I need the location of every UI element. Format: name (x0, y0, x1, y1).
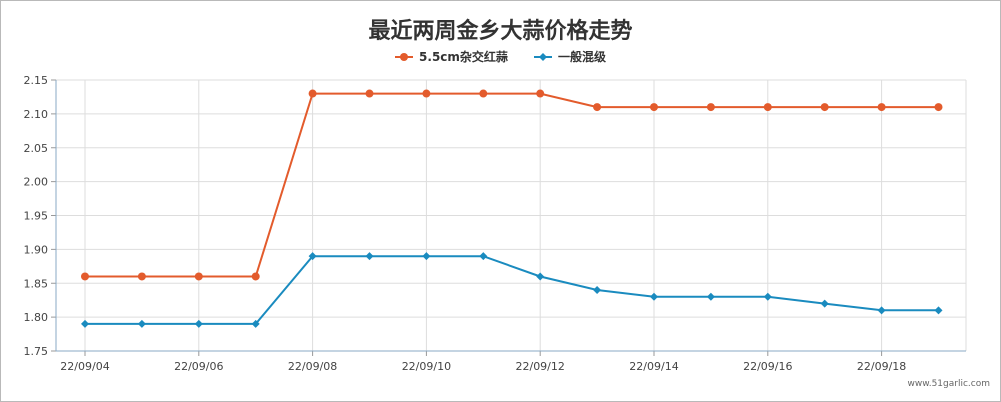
data-point-series-2 (650, 292, 658, 301)
y-tick-label: 2.15 (24, 74, 49, 87)
legend-marker-series-1 (395, 52, 414, 61)
data-point-series-2 (365, 252, 374, 261)
data-point-series-2 (820, 299, 829, 308)
y-tick-label: 2.10 (24, 108, 49, 121)
x-tick-label: 22/09/06 (174, 360, 223, 373)
x-tick-label: 22/09/04 (60, 360, 109, 373)
data-point-series-1 (593, 103, 602, 112)
data-point-series-1 (422, 89, 431, 98)
data-point-series-1 (194, 272, 203, 281)
data-point-series-1 (820, 103, 829, 112)
legend-label-series-2: 一般混级 (557, 50, 606, 64)
series-line-2 (85, 255, 939, 325)
x-tick-label: 22/09/14 (629, 360, 678, 373)
y-tick-label: 1.85 (24, 277, 49, 290)
data-point-series-1 (479, 89, 488, 98)
x-tick-label: 22/09/16 (743, 360, 792, 373)
legend-item-series-2[interactable]: 一般混级 (533, 48, 606, 65)
data-point-series-1 (877, 103, 886, 112)
legend-item-series-1[interactable]: 5.5cm杂交红蒜 (395, 48, 508, 65)
data-point-series-2 (422, 252, 431, 261)
data-point-series-1 (251, 272, 260, 281)
data-point-series-1 (934, 103, 943, 112)
data-point-series-2 (536, 272, 545, 281)
data-point-series-2 (593, 286, 602, 295)
data-point-series-2 (934, 306, 943, 315)
watermark: www.51garlic.com (907, 379, 990, 389)
data-point-series-1 (706, 103, 715, 112)
data-point-series-2 (194, 319, 203, 328)
series-line-1 (85, 92, 939, 278)
y-tick-label: 2.05 (24, 142, 49, 155)
data-point-series-1 (763, 103, 772, 112)
y-tick-label: 2.00 (24, 176, 49, 189)
chart-title: 最近两周金乡大蒜价格走势 (368, 19, 633, 44)
data-point-series-1 (365, 89, 374, 98)
chart-legend: 5.5cm杂交红蒜 一般混级 (1, 48, 1000, 65)
x-tick-label: 22/09/18 (857, 360, 906, 373)
data-point-series-2 (251, 319, 260, 328)
x-tick-label: 22/09/10 (402, 360, 451, 373)
legend-marker-series-2 (533, 52, 552, 61)
x-tick-label: 22/09/12 (515, 360, 564, 373)
legend-label-series-1: 5.5cm杂交红蒜 (419, 50, 508, 64)
data-point-series-1 (536, 89, 545, 98)
data-point-series-1 (308, 89, 317, 98)
y-tick-label: 1.90 (24, 243, 49, 256)
data-point-series-2 (763, 292, 772, 301)
data-point-series-1 (81, 272, 89, 281)
y-tick-label: 1.95 (24, 210, 49, 223)
data-point-series-2 (137, 319, 146, 328)
data-point-series-2 (479, 252, 488, 261)
data-point-series-2 (308, 252, 317, 261)
data-point-series-2 (81, 319, 89, 328)
data-point-series-1 (650, 103, 658, 112)
x-tick-label: 22/09/08 (288, 360, 337, 373)
data-point-series-2 (877, 306, 886, 315)
y-tick-label: 1.75 (24, 345, 49, 358)
data-point-series-2 (706, 292, 715, 301)
data-point-series-1 (137, 272, 146, 281)
y-tick-label: 1.80 (24, 311, 49, 324)
